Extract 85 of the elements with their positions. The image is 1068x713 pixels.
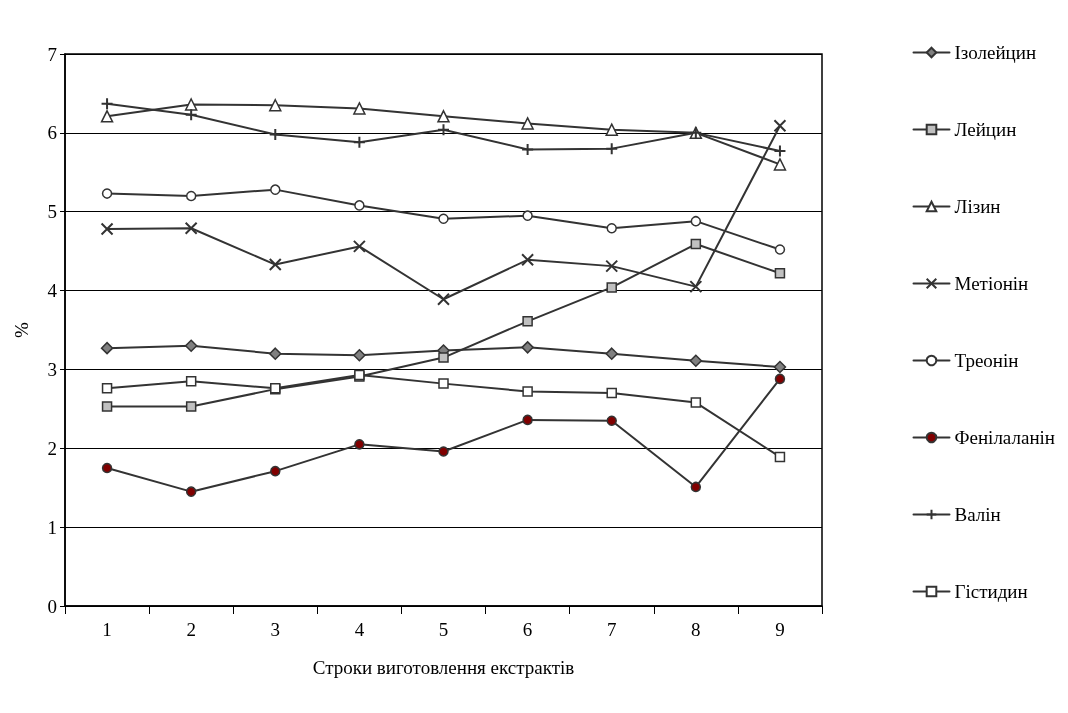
point (522, 386, 533, 397)
point (100, 110, 114, 123)
point (354, 439, 365, 450)
point (773, 158, 787, 171)
point (185, 486, 197, 497)
point (690, 215, 702, 227)
point (268, 258, 282, 272)
point (101, 188, 113, 199)
point (690, 397, 702, 408)
point (521, 341, 534, 354)
legend-label: Треонін (954, 350, 1019, 371)
point (521, 253, 535, 267)
y-tick-label: 6 (47, 122, 57, 144)
point (521, 117, 534, 130)
point (437, 110, 450, 123)
x-tick-label: 5 (438, 619, 449, 640)
point (185, 376, 197, 387)
point (438, 213, 449, 225)
point (774, 244, 786, 255)
legend-label: Лейцин (954, 119, 1017, 140)
point (605, 123, 618, 136)
legend-label: Метіонін (954, 273, 1029, 294)
point (101, 462, 113, 474)
point (101, 383, 113, 394)
point (184, 98, 198, 111)
point (606, 415, 617, 426)
legend-label: Лізин (954, 196, 1001, 217)
point (100, 341, 114, 355)
x-tick-label: 9 (775, 619, 785, 640)
x-tick-label: 6 (522, 619, 533, 640)
point (437, 292, 450, 306)
point (522, 414, 533, 426)
y-tick-label: 0 (47, 595, 57, 617)
point (689, 354, 703, 367)
point (774, 373, 786, 385)
legend-label: Валін (954, 504, 1001, 525)
point (774, 451, 786, 463)
point (184, 339, 198, 353)
legend-label: Гістидин (954, 581, 1028, 602)
point (690, 238, 702, 250)
point (689, 280, 703, 294)
point (606, 282, 617, 293)
y-tick-label: 2 (47, 437, 57, 459)
y-tick-label: 4 (47, 280, 58, 302)
point (606, 223, 617, 234)
point (185, 401, 197, 412)
point (605, 259, 619, 273)
point (269, 99, 282, 112)
point (605, 347, 618, 360)
point (773, 119, 787, 133)
point (354, 200, 365, 211)
point (522, 316, 533, 327)
point (773, 360, 787, 374)
y-tick-label: 5 (47, 201, 57, 223)
point (101, 401, 113, 412)
point (606, 387, 617, 399)
point (352, 239, 366, 253)
point (269, 347, 282, 360)
x-tick-label: 2 (186, 619, 196, 640)
point (438, 352, 449, 363)
point (774, 267, 786, 279)
point (184, 221, 198, 235)
point (270, 465, 281, 477)
point (270, 184, 281, 195)
point (522, 210, 533, 221)
x-tick-label: 4 (354, 619, 365, 640)
legend-label: Фенілаланін (954, 427, 1056, 448)
x-tick-label: 8 (691, 619, 701, 640)
legend-label: Ізолейцин (954, 42, 1037, 63)
y-tick-label: 3 (47, 358, 57, 380)
x-tick-label: 1 (102, 619, 112, 640)
point (100, 97, 114, 111)
y-tick-label: 7 (47, 43, 57, 65)
point (438, 378, 449, 389)
x-axis-title: Строки виготовлення екстрактів (312, 657, 575, 678)
point (438, 446, 449, 457)
point (100, 222, 114, 236)
point (353, 348, 366, 362)
y-tick-label: 1 (47, 516, 57, 538)
point (690, 481, 702, 493)
point (185, 190, 197, 202)
point (353, 102, 366, 115)
x-tick-label: 7 (606, 619, 617, 640)
x-tick-label: 3 (270, 619, 281, 640)
y-axis-title: % (11, 321, 32, 338)
